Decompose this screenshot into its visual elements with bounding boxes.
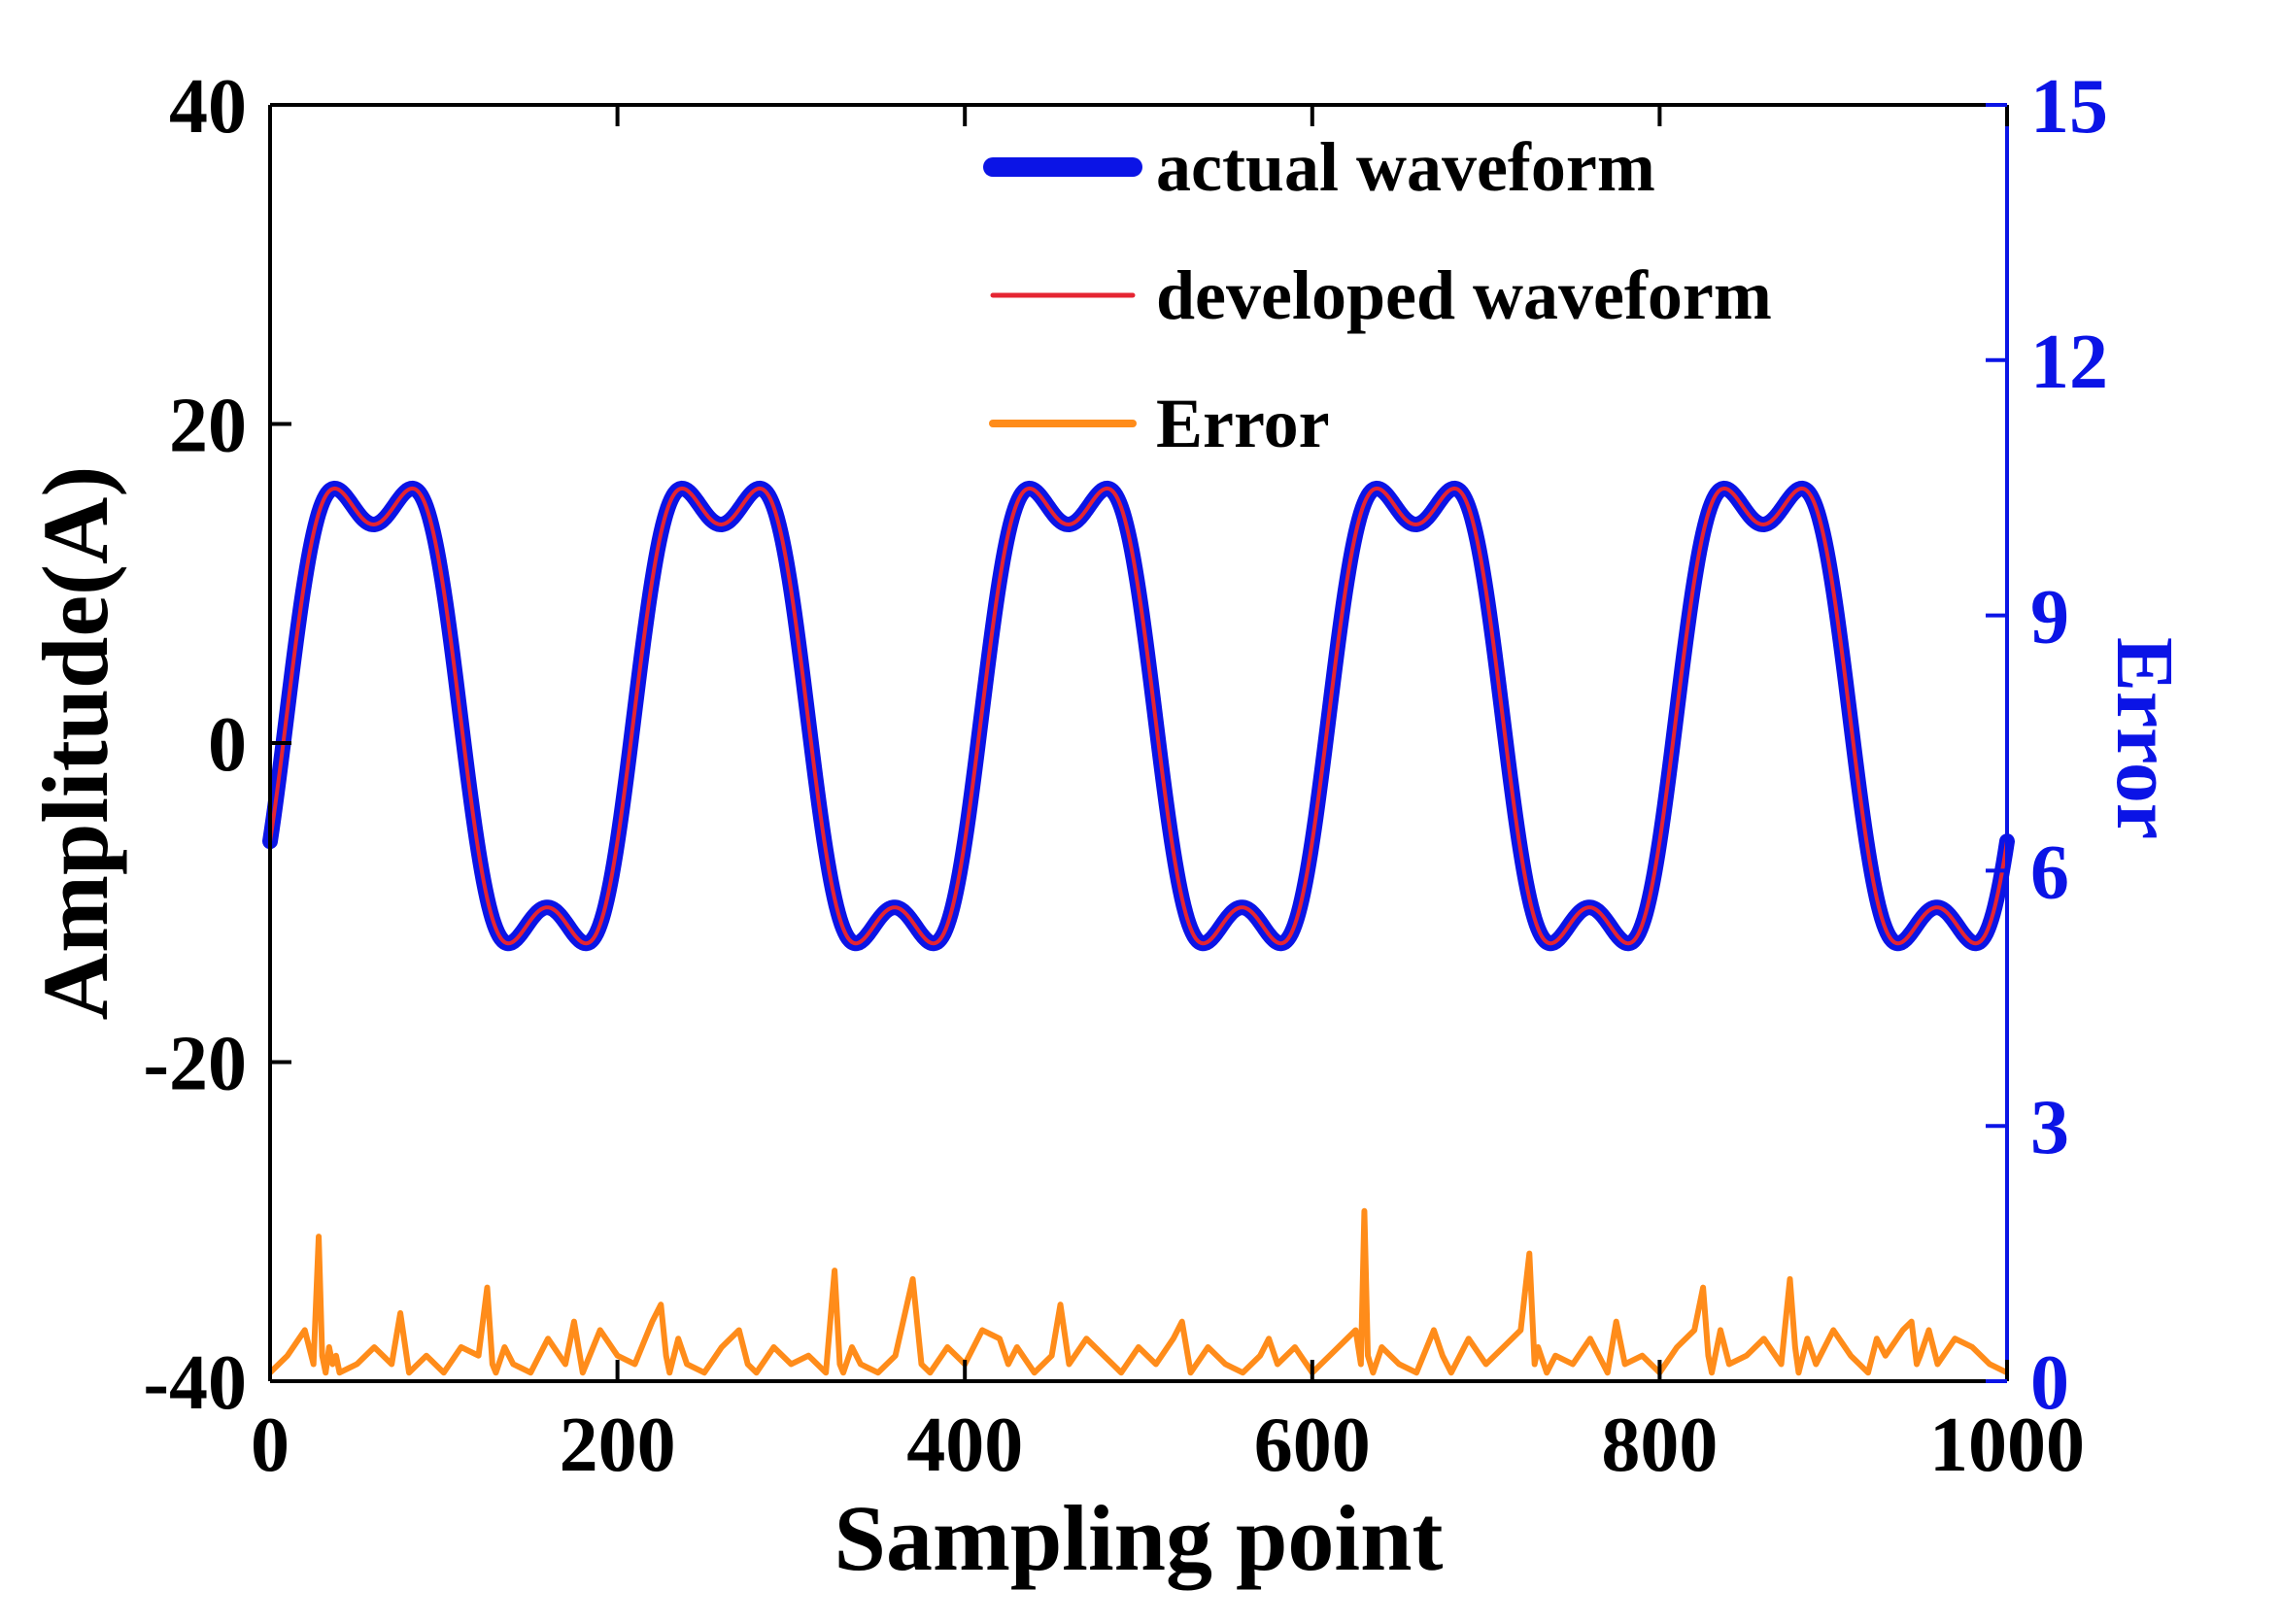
y-left-tick-label: -20 (143, 1022, 247, 1107)
x-tick-label: 800 (1601, 1403, 1718, 1488)
x-axis-title: Sampling point (834, 1486, 1444, 1590)
series-actual-waveform (262, 480, 2015, 952)
legend-label: Error (1156, 385, 1330, 462)
y-left-tick-label: -40 (143, 1340, 247, 1426)
y-right-tick-label: 12 (2030, 320, 2108, 405)
series-error (267, 1207, 2009, 1376)
y-left-tick-label: 20 (169, 384, 247, 469)
y-axis-right-title: Error (2099, 637, 2190, 839)
y-right-tick-label: 9 (2030, 575, 2069, 660)
y-right-tick-label: 3 (2030, 1085, 2069, 1170)
y-right-tick-label: 6 (2030, 829, 2069, 915)
y-left-tick-label: 40 (169, 64, 247, 150)
legend-label: actual waveform (1156, 128, 1655, 206)
y-right-tick-label: 0 (2030, 1340, 2069, 1426)
y-left-tick-label: 0 (208, 702, 247, 788)
x-tick-label: 0 (251, 1403, 289, 1488)
legend-item-error: Error (989, 385, 1330, 462)
x-tick-label: 200 (560, 1403, 676, 1488)
legend-label: developed waveform (1156, 256, 1772, 334)
series-developed-waveform (268, 486, 2009, 946)
x-tick-label: 600 (1254, 1403, 1371, 1488)
y-right-tick-label: 15 (2030, 64, 2108, 150)
y-axis-left-title: Amplitude(A) (23, 466, 127, 1021)
legend-item-actual-waveform: actual waveform (983, 128, 1655, 206)
legend-item-developed-waveform: developed waveform (990, 256, 1772, 334)
x-tick-label: 1000 (1929, 1403, 2085, 1488)
x-tick-label: 400 (906, 1403, 1023, 1488)
